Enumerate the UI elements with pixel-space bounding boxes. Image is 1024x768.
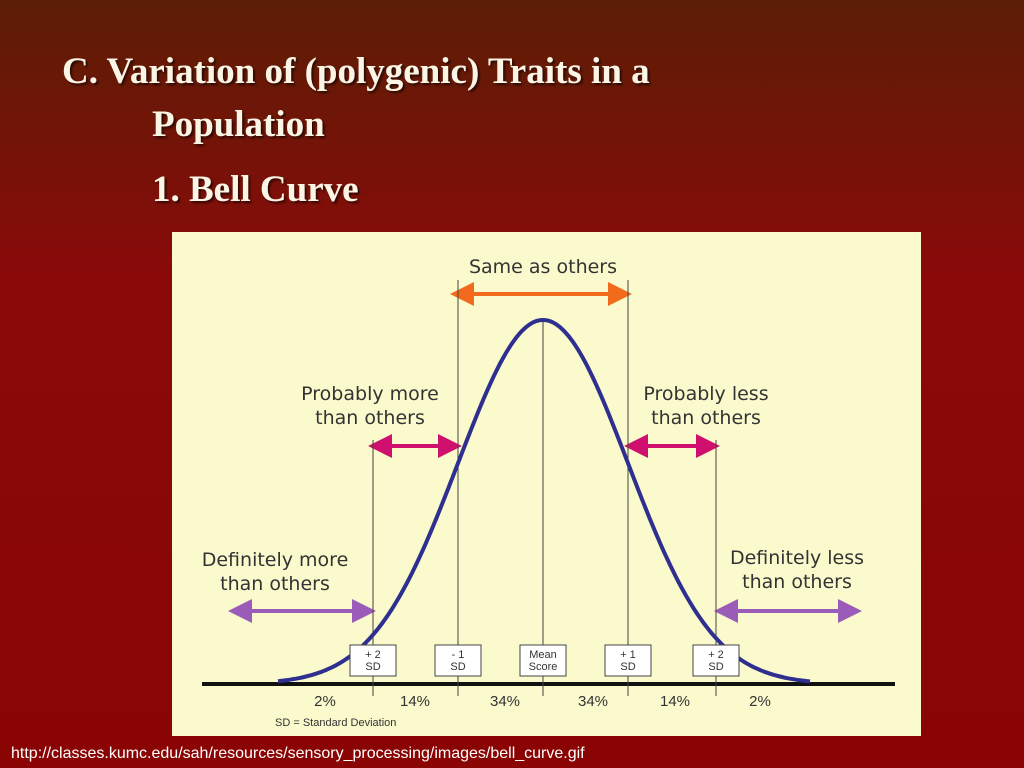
- label: than others: [315, 407, 425, 429]
- source-url: http://classes.kumc.edu/sah/resources/se…: [11, 745, 585, 762]
- label: than others: [220, 573, 330, 595]
- label: Probably less: [643, 383, 768, 405]
- marker-box: [349, 644, 397, 677]
- percent-label: 34%: [490, 693, 520, 710]
- percent-label: 34%: [578, 693, 608, 710]
- percent-label: 14%: [400, 693, 430, 710]
- percent-label: 2%: [314, 693, 336, 710]
- label: Definitely less: [730, 547, 864, 569]
- marker-label: Score: [529, 661, 558, 673]
- label: than others: [651, 407, 761, 429]
- label: Same as others: [469, 256, 617, 278]
- bell-curve: [277, 318, 811, 684]
- marker-label: + 2: [708, 649, 724, 661]
- marker-label: SD: [620, 661, 635, 673]
- subtitle: 1. Bell Curve: [152, 169, 359, 210]
- label: Definitely more: [202, 549, 349, 571]
- bell-curve-diagram: Same as others Probably more than others…: [172, 232, 921, 736]
- footnote: SD = Standard Deviation: [275, 717, 396, 729]
- label: Probably more: [301, 383, 439, 405]
- marker-label: SD: [708, 661, 723, 673]
- marker-label: - 1: [452, 649, 465, 661]
- percent-label: 14%: [660, 693, 690, 710]
- marker-label: SD: [450, 661, 465, 673]
- marker-box: [519, 644, 567, 677]
- marker-label: SD: [365, 661, 380, 673]
- title-line: C. Variation of (polygenic) Traits in a: [62, 51, 650, 92]
- marker-box: [692, 644, 740, 677]
- marker-label: + 2: [365, 649, 381, 661]
- marker-box: [434, 644, 482, 677]
- marker-label: + 1: [620, 649, 636, 661]
- title-line: Population: [152, 104, 325, 145]
- label: than others: [742, 571, 852, 593]
- percent-label: 2%: [749, 693, 771, 710]
- marker-label: Mean: [529, 649, 557, 661]
- marker-box: [604, 644, 652, 677]
